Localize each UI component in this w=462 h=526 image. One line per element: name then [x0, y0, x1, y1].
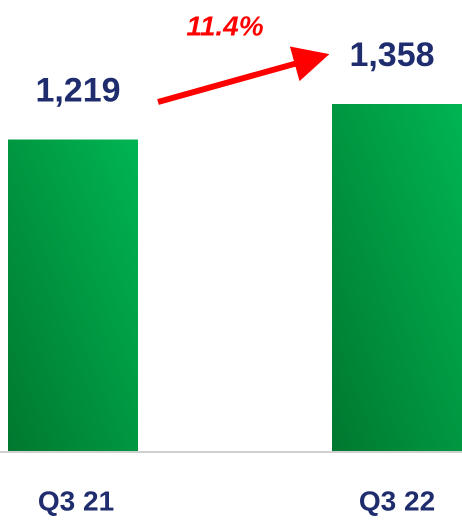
bar [8, 139, 138, 451]
value-label: 1,219 [35, 72, 120, 110]
growth-annotation: 11.4% [186, 10, 263, 41]
value-label: 1,358 [349, 36, 434, 74]
bar [332, 104, 462, 451]
growth-arrow [157, 46, 330, 105]
x-tick-label: Q3 21 [38, 485, 114, 516]
x-tick-label: Q3 22 [359, 485, 435, 516]
